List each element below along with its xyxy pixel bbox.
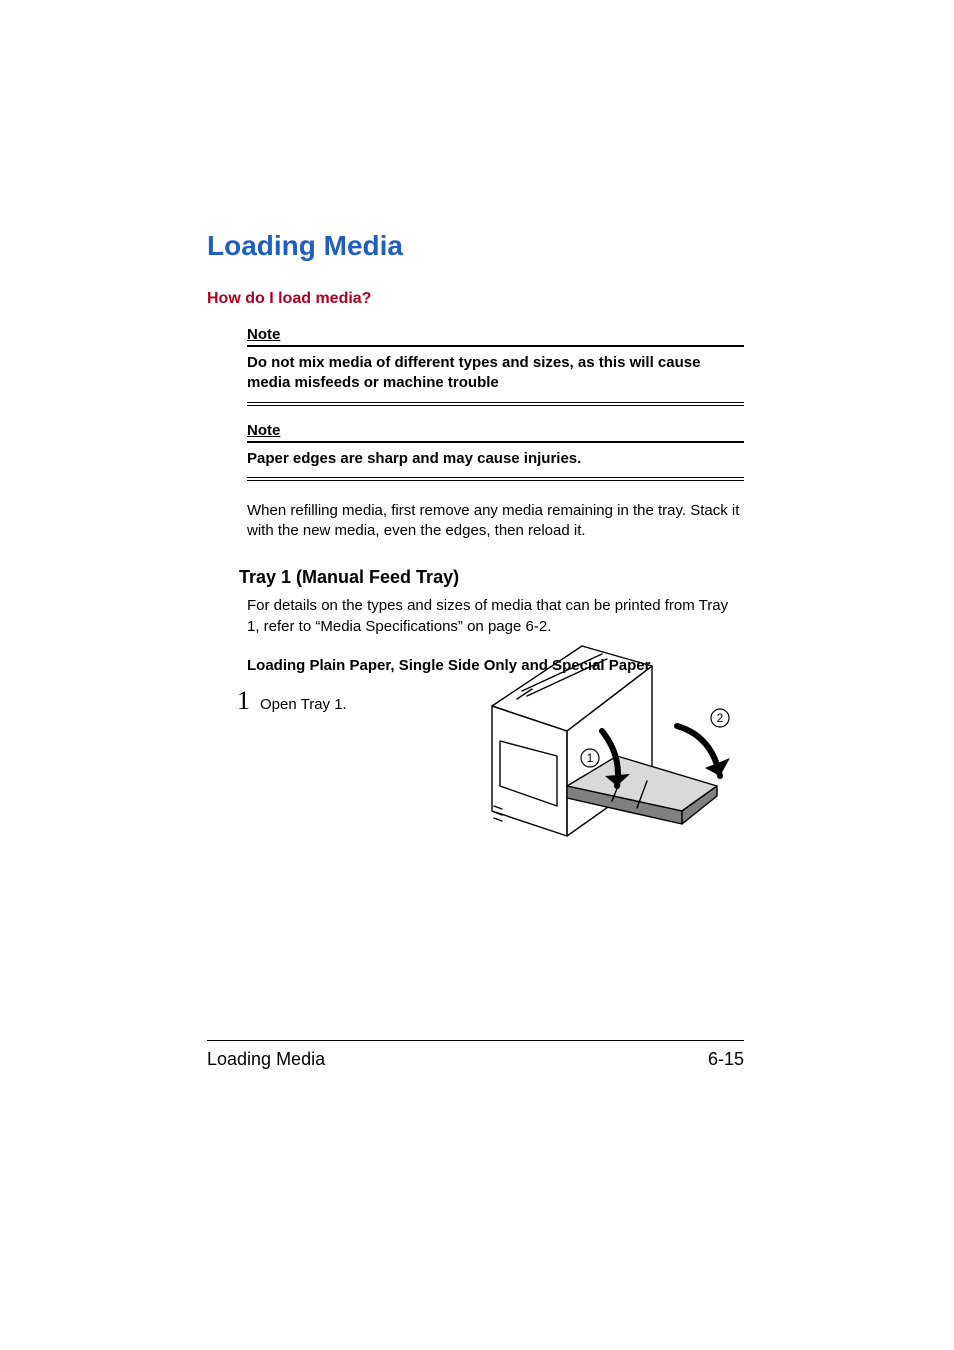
tray1-paragraph: For details on the types and sizes of me… [247, 596, 744, 637]
page-title: Loading Media [207, 230, 744, 262]
step-number: 1 [237, 688, 250, 714]
note-body: Do not mix media of different types and … [247, 353, 744, 406]
step-text: Open Tray 1. [260, 688, 347, 713]
note-heading: Note [247, 326, 744, 347]
callout-1: 1 [587, 751, 594, 765]
callout-2: 2 [717, 711, 724, 725]
page: Loading Media How do I load media? Note … [0, 0, 954, 1350]
intro-paragraph: When refilling media, first remove any m… [247, 501, 744, 542]
note-heading: Note [247, 422, 744, 443]
notes-block: Note Do not mix media of different types… [247, 326, 744, 541]
printer-diagram-icon: 1 2 [472, 636, 734, 854]
page-footer: Loading Media 6-15 [207, 1040, 744, 1070]
note-box-1: Note Do not mix media of different types… [247, 326, 744, 406]
note-box-2: Note Paper edges are sharp and may cause… [247, 422, 744, 481]
section-question: How do I load media? [207, 290, 744, 308]
footer-title: Loading Media [207, 1049, 325, 1070]
tray1-block: For details on the types and sizes of me… [247, 596, 744, 637]
tray1-heading: Tray 1 (Manual Feed Tray) [239, 567, 744, 588]
footer-page-number: 6-15 [708, 1049, 744, 1070]
note-body: Paper edges are sharp and may cause inju… [247, 449, 744, 481]
